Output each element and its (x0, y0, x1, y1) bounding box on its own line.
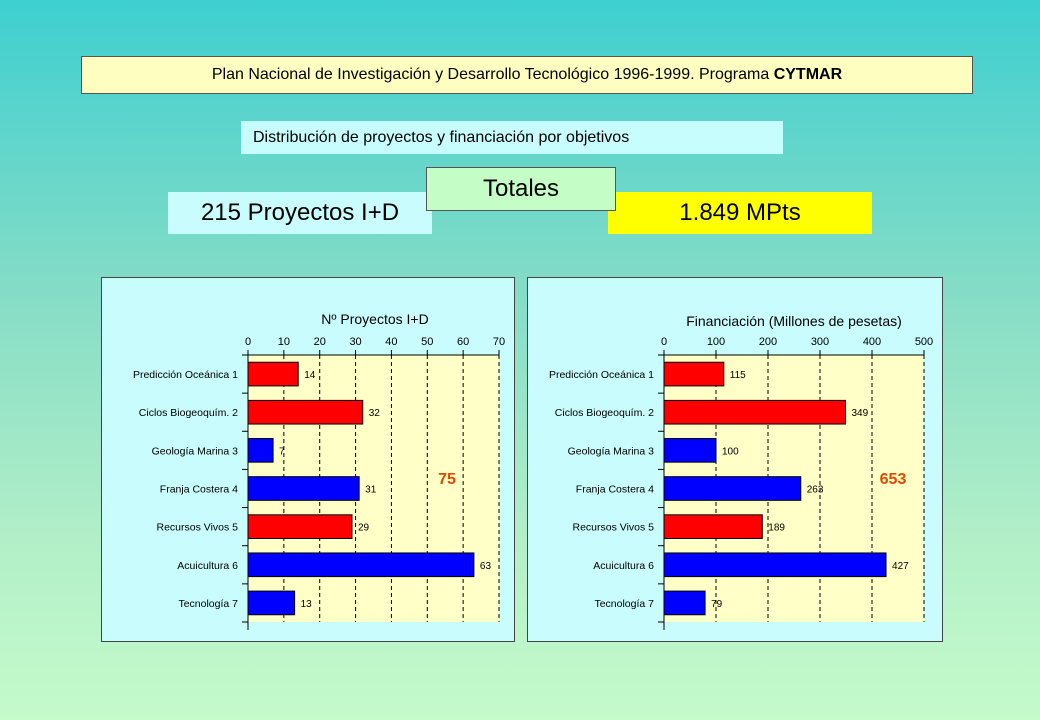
x-tick-label: 60 (457, 336, 469, 348)
bar (247, 399, 364, 425)
chart-title: Financiación (Millones de pesetas) (686, 313, 902, 329)
bar-value-label: 32 (369, 408, 381, 419)
funding-total-box: 1.849 MPts (608, 192, 872, 234)
bar-value-label: 115 (730, 370, 746, 381)
chart-title: Nº Proyectos I+D (321, 311, 428, 327)
x-tick-label: 100 (707, 336, 725, 348)
bar (247, 476, 360, 501)
x-tick-label: 0 (245, 336, 251, 348)
category-label: Acuicultura 6 (177, 560, 238, 572)
bar (663, 552, 887, 578)
bar (247, 590, 296, 616)
x-tick-label: 500 (915, 336, 933, 348)
category-label: Franja Costera 4 (576, 484, 654, 496)
bar (663, 590, 706, 616)
x-tick-label: 20 (314, 336, 326, 348)
bar (247, 361, 299, 387)
page-banner: Plan Nacional de Investigación y Desarro… (81, 56, 973, 94)
bar-value-label: 263 (807, 485, 824, 496)
bar-value-label: 100 (722, 446, 739, 457)
page-subtitle: Distribución de proyectos y financiación… (241, 121, 783, 154)
category-label: Predicción Oceánica 1 (549, 369, 654, 381)
bar-value-label: 349 (851, 408, 868, 419)
category-label: Ciclos Biogeoquím. 2 (555, 407, 654, 419)
projects-chart-panel: Nº Proyectos I+D 0 10 20 30 40 50 60 70 14 Predicc… (101, 277, 515, 642)
bar-value-label: 13 (301, 599, 313, 610)
x-tick-label: 0 (661, 336, 667, 348)
funding-chart-panel: Financiación (Millones de pesetas) 0 100 20… (527, 277, 943, 642)
banner-program: CYTMAR (773, 66, 843, 83)
x-tick-label: 200 (759, 336, 777, 348)
bar (247, 438, 274, 463)
bar-value-label: 63 (480, 561, 492, 572)
x-tick-label: 10 (278, 336, 290, 348)
bar (663, 476, 802, 501)
x-tick-label: 400 (863, 336, 881, 348)
x-tick-label: 70 (493, 336, 505, 348)
category-label: Ciclos Biogeoquím. 2 (139, 407, 238, 419)
projects-total-box: 215 Proyectos I+D (168, 192, 432, 234)
funding-chart: Financiación (Millones de pesetas) 0 100 20… (549, 313, 933, 630)
banner-text: Plan Nacional de Investigación y Desarro… (211, 66, 770, 83)
bar-value-label: 79 (711, 599, 723, 610)
category-label: Geología Marina 3 (568, 445, 655, 457)
bar-value-label: 31 (365, 485, 377, 496)
bar-value-label: 29 (358, 523, 370, 534)
bar-value-label: 7 (279, 446, 285, 457)
totals-label: Totales (426, 167, 616, 211)
bar (663, 399, 846, 425)
total-annotation: 75 (438, 471, 456, 488)
total-annotation: 653 (880, 471, 907, 488)
category-label: Franja Costera 4 (160, 484, 238, 496)
category-label: Tecnología 7 (178, 598, 238, 610)
bar-value-label: 14 (304, 370, 316, 381)
bar (663, 514, 763, 539)
x-tick-label: 50 (421, 336, 433, 348)
category-label: Predicción Oceánica 1 (133, 369, 238, 381)
bar (247, 514, 353, 539)
x-tick-label: 300 (811, 336, 829, 348)
x-tick-label: 30 (349, 336, 361, 348)
x-tick-label: 40 (385, 336, 397, 348)
bar-value-label: 427 (892, 561, 909, 572)
category-label: Recursos Vivos 5 (156, 522, 238, 534)
category-label: Recursos Vivos 5 (572, 522, 654, 534)
bar-value-label: 189 (768, 523, 785, 534)
bar (663, 361, 725, 387)
projects-chart: Nº Proyectos I+D 0 10 20 30 40 50 60 70 14 Predicc… (133, 311, 505, 630)
category-label: Acuicultura 6 (593, 560, 654, 572)
category-label: Tecnología 7 (594, 598, 654, 610)
category-label: Geología Marina 3 (152, 445, 239, 457)
bar (663, 438, 717, 463)
bar (247, 552, 475, 578)
